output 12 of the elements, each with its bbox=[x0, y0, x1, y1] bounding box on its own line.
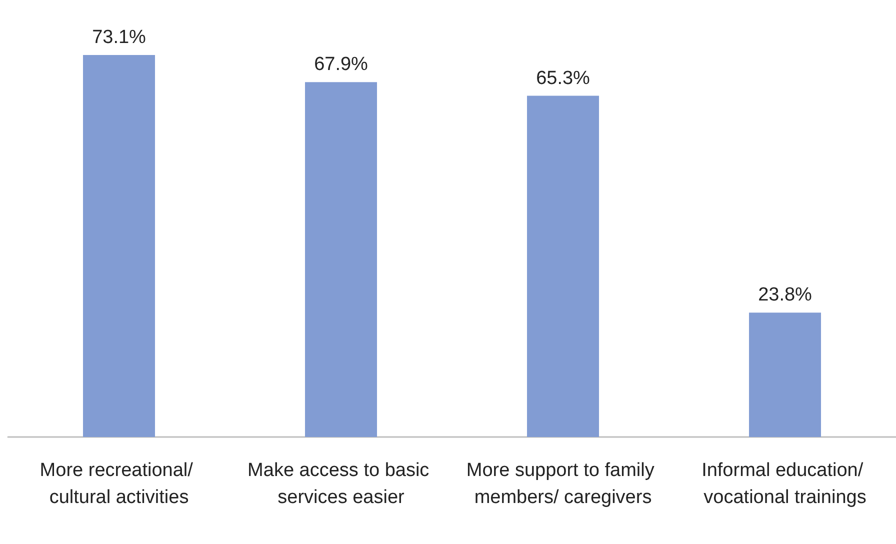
bar bbox=[305, 82, 377, 437]
data-label: 23.8% bbox=[758, 284, 812, 306]
bar bbox=[749, 312, 821, 437]
bar bbox=[527, 96, 599, 437]
x-tick-label: More recreational/ cultural activities bbox=[40, 460, 198, 508]
x-tick-label: More support to family members/ caregivers bbox=[466, 460, 660, 508]
x-tick-label: Informal education/ vocational trainings bbox=[702, 460, 868, 508]
data-label: 73.1% bbox=[92, 27, 146, 48]
data-label: 67.9% bbox=[314, 54, 368, 76]
data-label: 65.3% bbox=[536, 68, 590, 89]
x-tick-label: Make access to basic services easier bbox=[248, 460, 434, 508]
bar bbox=[83, 55, 155, 437]
